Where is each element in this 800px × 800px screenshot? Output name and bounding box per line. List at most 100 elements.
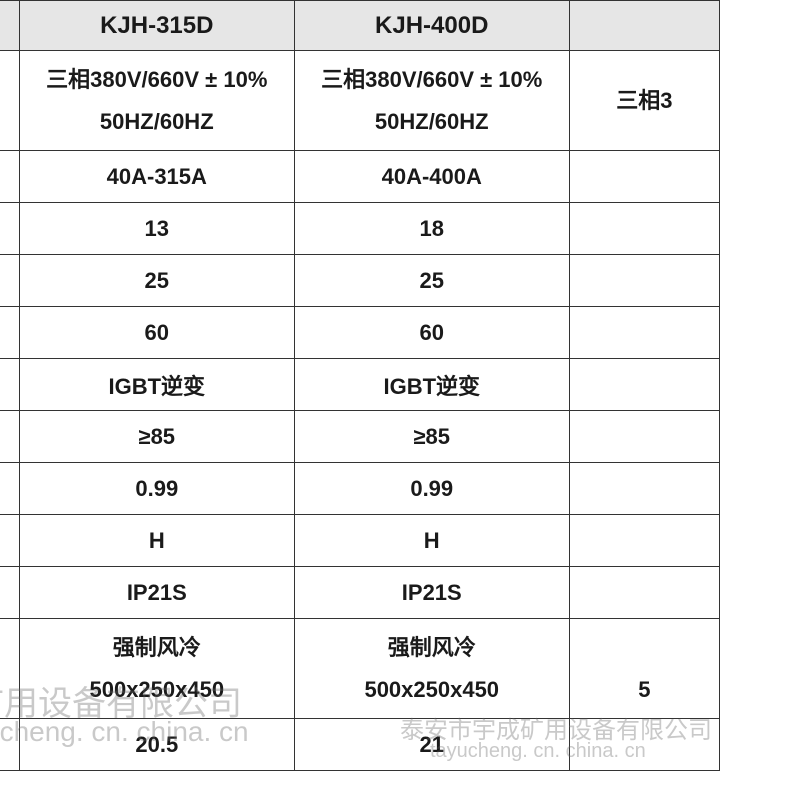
data-cell (569, 463, 719, 515)
data-cell: ≥85 (294, 411, 569, 463)
data-cell: 40A-315A (19, 151, 294, 203)
data-cell (569, 719, 719, 771)
header-cell-2: KJH-400D (294, 1, 569, 51)
table-row: 0.99 0.99 (0, 463, 720, 515)
table-row: ≥85 ≥85 (0, 411, 720, 463)
row-label-cell: /A） (0, 203, 19, 255)
header-label: KJH-315D (100, 12, 213, 39)
row-label-cell: %） (0, 307, 19, 359)
cell-text: H (424, 528, 440, 553)
cell-text: 18 (420, 216, 444, 241)
row-label-cell (0, 411, 19, 463)
data-cell (569, 515, 719, 567)
cell-text: 三相380V/660V ± 10% (321, 67, 542, 92)
cell-text: 500x250x450 (89, 677, 224, 702)
data-cell: 18 (294, 203, 569, 255)
cell-text: 60 (420, 320, 444, 345)
header-row: KJH-315D KJH-400D (0, 1, 720, 51)
cell-text: 0.99 (135, 476, 178, 501)
data-cell (569, 359, 719, 411)
cell-text: 强制风冷 (388, 635, 476, 660)
header-cell-1: KJH-315D (19, 1, 294, 51)
table-row: 率三相380V/660V ± 10%50HZ/60HZ三相380V/660V ±… (0, 51, 720, 151)
cell-text: IGBT逆变 (109, 374, 206, 399)
table-row: %） 60 60 (0, 307, 720, 359)
cell-text: 40A-315A (107, 164, 207, 189)
data-cell: IGBT逆变 (19, 359, 294, 411)
data-cell: 21 (294, 719, 569, 771)
table-row: HH (0, 515, 720, 567)
table-row: IP21S IP21S (0, 567, 720, 619)
row-label-cell (0, 567, 19, 619)
row-label-cell: （A） (0, 151, 19, 203)
table-body: 率三相380V/660V ± 10%50HZ/60HZ三相380V/660V ±… (0, 51, 720, 771)
data-cell: 强制风冷 500x250x450 (19, 619, 294, 719)
data-cell: 0.99 (294, 463, 569, 515)
data-cell: 40A-400A (294, 151, 569, 203)
data-cell: 60 (19, 307, 294, 359)
row-label-cell (0, 719, 19, 771)
data-cell: 60 (294, 307, 569, 359)
cell-text: 25 (420, 268, 444, 293)
row-label-cell (0, 255, 19, 307)
spec-table: KJH-315D KJH-400D 率 三相380V/660V ± 10% 50HZ… (0, 0, 720, 771)
table-row: 25 25 (0, 255, 720, 307)
data-cell: 25 (19, 255, 294, 307)
cell-text: 21 (420, 732, 444, 757)
cell-text: IP21S (127, 580, 187, 605)
cell-text: 50HZ/60HZ (100, 109, 214, 134)
data-cell: ≥85 (19, 411, 294, 463)
table-row: IGBT逆变 IGBT逆变 (0, 359, 720, 411)
cell-text: 20.5 (135, 732, 178, 757)
cell-text: 强制风冷 (113, 635, 201, 660)
cell-text: IGBT逆变 (383, 374, 480, 399)
row-label-cell (0, 463, 19, 515)
table-row: （A） 40A-315A 40A-400A (0, 151, 720, 203)
cell-text: 5 (638, 677, 650, 702)
data-cell: 三相380V/660V ± 10% 50HZ/60HZ (294, 51, 569, 151)
data-cell (569, 151, 719, 203)
header-cell-3 (569, 1, 719, 51)
data-cell (569, 307, 719, 359)
data-cell: 三相3 (569, 51, 719, 151)
row-label-cell (0, 359, 19, 411)
data-cell: 5 (569, 619, 719, 719)
cell-text: 60 (145, 320, 169, 345)
data-cell: 13 (19, 203, 294, 255)
data-cell: H (19, 515, 294, 567)
cell-text: 13 (145, 216, 169, 241)
data-cell: 三相380V/660V ± 10% 50HZ/60HZ (19, 51, 294, 151)
table-row: 20.5 21 (0, 719, 720, 771)
data-cell: 25 (294, 255, 569, 307)
data-cell (569, 567, 719, 619)
cell-text: H (149, 528, 165, 553)
cell-text: 40A-400A (382, 164, 482, 189)
cell-text: ≥85 (139, 424, 176, 449)
cell-text: 三相380V/660V ± 10% (46, 67, 267, 92)
data-cell: 20.5 (19, 719, 294, 771)
data-cell: 0.99 (19, 463, 294, 515)
cell-text: 500x250x450 (364, 677, 499, 702)
header-cell-0 (0, 1, 19, 51)
cell-text: IP21S (402, 580, 462, 605)
data-cell: IP21S (294, 567, 569, 619)
table-row: 强制风冷 500x250x450 强制风冷 500x250x450 5 (0, 619, 720, 719)
data-cell: IP21S (19, 567, 294, 619)
data-cell: IGBT逆变 (294, 359, 569, 411)
row-label-cell: 率 (0, 51, 19, 151)
data-cell: 强制风冷 500x250x450 (294, 619, 569, 719)
cell-text: 50HZ/60HZ (375, 109, 489, 134)
row-label-cell (0, 619, 19, 719)
cell-text: 25 (145, 268, 169, 293)
cell-text: 三相3 (616, 88, 672, 113)
cell-text: ≥85 (413, 424, 450, 449)
cell-text: 0.99 (410, 476, 453, 501)
header-label: KJH-400D (375, 12, 488, 39)
data-cell (569, 255, 719, 307)
data-cell (569, 411, 719, 463)
viewport: KJH-315D KJH-400D 率 三相380V/660V ± 10% 50HZ… (0, 0, 800, 800)
table-row: /A） 13 18 (0, 203, 720, 255)
row-label-cell (0, 515, 19, 567)
data-cell: H (294, 515, 569, 567)
data-cell (569, 203, 719, 255)
